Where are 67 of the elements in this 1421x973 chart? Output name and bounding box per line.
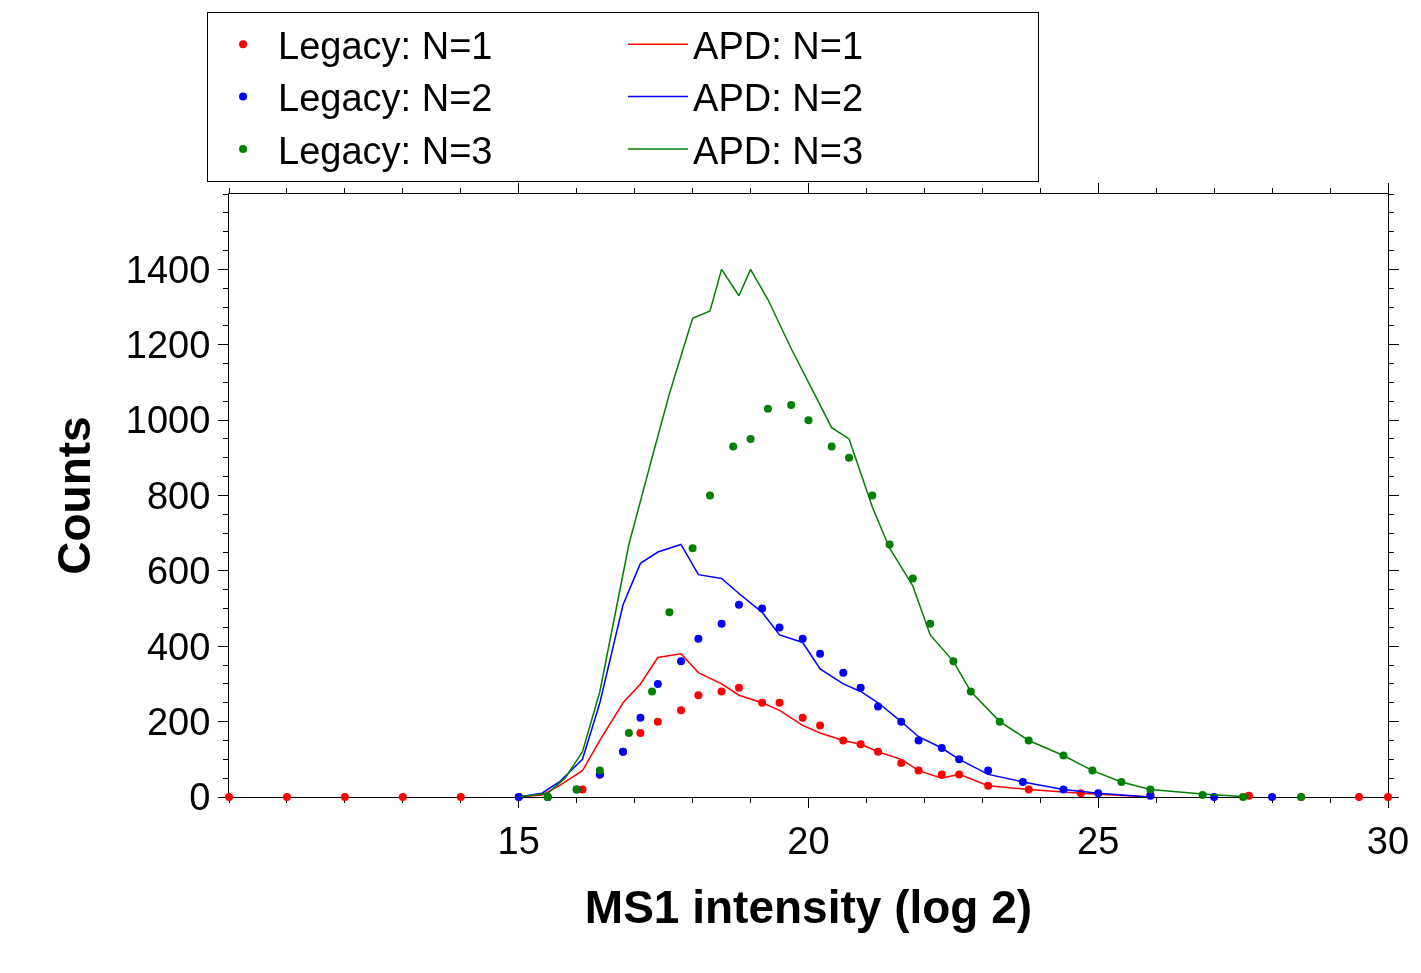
point: [653, 717, 662, 726]
legend-label: Legacy: N=2: [278, 77, 493, 120]
point: [816, 649, 825, 658]
point: [1268, 793, 1277, 801]
point: [734, 683, 743, 692]
point: [1355, 793, 1364, 801]
point: [746, 434, 755, 443]
point: [827, 442, 836, 451]
point: [398, 793, 407, 801]
y-tick-label: 800: [146, 474, 211, 517]
point: [677, 706, 686, 715]
point: [636, 728, 645, 737]
point: [937, 770, 946, 779]
legend-label: APD: N=1: [693, 24, 864, 67]
x-tick-label: 15: [497, 819, 540, 862]
point: [839, 668, 848, 677]
x-tick-label: 20: [787, 819, 830, 862]
legend-label: Legacy: N=1: [278, 24, 493, 67]
legend-label: APD: N=3: [693, 129, 864, 172]
point: [984, 766, 993, 775]
point: [653, 679, 662, 688]
point: [677, 657, 686, 666]
y-tick-label: 1000: [125, 399, 211, 442]
legend-label: Legacy: N=3: [278, 129, 493, 172]
point: [717, 687, 726, 696]
y-tick-label: 1200: [125, 324, 211, 367]
point: [729, 442, 738, 451]
y-tick-label: 600: [146, 550, 211, 593]
point: [763, 404, 772, 413]
point: [225, 793, 233, 801]
point: [897, 759, 906, 768]
point: [694, 691, 703, 700]
point: [624, 728, 633, 737]
y-tick-label: 200: [146, 700, 211, 743]
point: [874, 702, 883, 711]
point: [734, 600, 743, 609]
point: [717, 619, 726, 628]
y-tick-label: 1400: [125, 248, 211, 291]
point: [1384, 793, 1392, 801]
y-tick-label: 0: [189, 776, 211, 819]
point: [856, 683, 865, 692]
point: [636, 713, 645, 722]
point: [775, 623, 784, 632]
point: [775, 698, 784, 707]
point: [688, 544, 697, 553]
point: [804, 416, 813, 425]
y-tick-label: 400: [146, 625, 211, 668]
point: [798, 634, 807, 643]
point: [665, 608, 674, 617]
point: [845, 453, 854, 462]
point: [705, 491, 714, 500]
point: [340, 793, 349, 801]
point: [787, 401, 796, 410]
point: [694, 634, 703, 643]
point: [908, 574, 917, 583]
point: [595, 766, 604, 775]
point: [282, 793, 291, 801]
x-tick-label: 30: [1366, 819, 1410, 862]
point: [648, 687, 657, 696]
point: [926, 619, 935, 628]
x-axis-title: MS1 intensity (log 2): [584, 881, 1033, 934]
x-tick-label: 25: [1077, 819, 1120, 862]
point: [456, 793, 465, 801]
y-axis-title: Counts: [48, 416, 101, 575]
point: [798, 713, 807, 722]
legend-label: APD: N=2: [693, 77, 864, 120]
point: [816, 721, 825, 730]
